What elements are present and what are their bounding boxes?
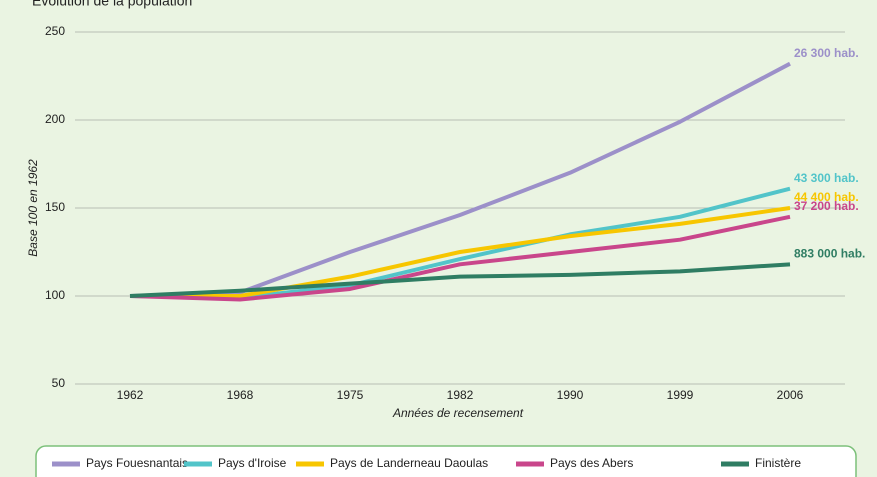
x-tick-label: 1999 <box>667 388 694 402</box>
end-label: 883 000 hab. <box>794 246 865 260</box>
x-tick-label: 1990 <box>557 388 584 402</box>
series-line <box>130 206 791 298</box>
y-axis-label: Base 100 en 1962 <box>26 159 40 257</box>
end-label: 43 300 hab. <box>794 171 859 185</box>
x-tick-label: 2006 <box>777 388 804 402</box>
legend-label: Finistère <box>755 456 801 470</box>
legend-label: Pays Fouesnantais <box>86 456 188 470</box>
series-line <box>129 262 791 298</box>
y-tick-label: 150 <box>45 200 65 214</box>
end-label: 44 400 hab. <box>794 190 859 204</box>
y-tick-label: 250 <box>45 24 65 38</box>
legend-box <box>35 445 857 477</box>
x-axis-label: Années de recensement <box>392 406 524 420</box>
y-tick-label: 100 <box>45 288 65 302</box>
y-tick-label: 50 <box>52 376 66 390</box>
end-label: 26 300 hab. <box>794 46 859 60</box>
x-tick-label: 1962 <box>117 388 144 402</box>
end-label: 37 200 hab. <box>794 199 859 213</box>
y-tick-label: 200 <box>45 112 65 126</box>
x-tick-label: 1982 <box>447 388 474 402</box>
x-tick-label: 1975 <box>337 388 364 402</box>
legend-label: Pays de Landerneau Daoulas <box>330 456 488 470</box>
legend-label: Pays d'Iroise <box>218 456 287 470</box>
chart-title: Évolution de la population <box>32 0 192 9</box>
legend-label: Pays des Abers <box>550 456 633 470</box>
x-tick-label: 1968 <box>227 388 254 402</box>
series-line <box>129 214 791 302</box>
